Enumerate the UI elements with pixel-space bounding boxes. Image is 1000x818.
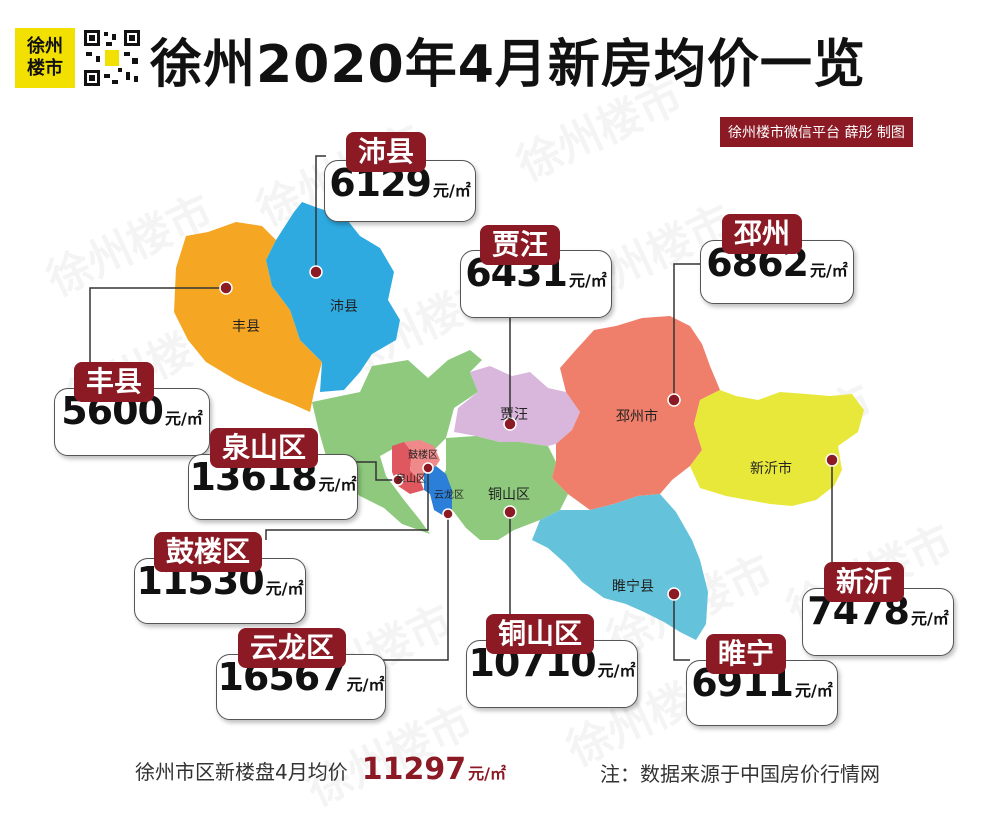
region-xinyi xyxy=(690,390,864,506)
region-jiawang xyxy=(454,366,580,446)
region-tag-gulou: 鼓楼区 xyxy=(154,532,263,572)
price-unit: 元/㎡ xyxy=(432,181,471,200)
region-tongshan xyxy=(438,436,568,540)
summary-unit: 元/㎡ xyxy=(468,764,506,783)
pin-xinyi xyxy=(825,453,839,467)
map-label-fengxian: 丰县 xyxy=(232,319,260,335)
credit-badge: 徐州楼市微信平台 薛彤 制图 xyxy=(720,117,913,147)
region-tag-pizhou: 邳州 xyxy=(722,214,803,254)
price-unit: 元/㎡ xyxy=(597,661,636,680)
region-pizhou xyxy=(552,316,720,510)
region-tag-tongshan: 铜山区 xyxy=(486,614,595,654)
region-tag-suining: 睢宁 xyxy=(706,634,787,674)
qr-code-icon xyxy=(82,28,142,88)
source-note: 注：数据来源于中国房价行情网 xyxy=(600,762,880,786)
leader-line-gulou xyxy=(265,468,429,540)
pin-yunlong xyxy=(442,508,454,520)
leader-line-quanshan xyxy=(356,461,398,481)
summary-label: 徐州市区新楼盘4月均价 xyxy=(135,760,348,784)
price-unit: 元/㎡ xyxy=(265,579,304,598)
leader-line-suining xyxy=(673,594,690,661)
logo-line-2: 楼市 xyxy=(27,58,63,79)
pin-suining xyxy=(667,587,681,601)
region-peixian xyxy=(266,202,400,392)
summary-price: 11297 xyxy=(361,752,467,787)
region-suining xyxy=(532,494,708,640)
pin-jiawang xyxy=(503,417,517,431)
region-fengxian xyxy=(174,222,322,412)
region-tag-jiawang: 贾汪 xyxy=(480,225,561,265)
map-label-suining: 睢宁县 xyxy=(612,579,654,595)
region-tag-peixian: 沛县 xyxy=(346,132,427,172)
map-label-pizhou: 邳州市 xyxy=(616,409,658,425)
pin-fengxian xyxy=(219,281,233,295)
price-unit: 元/㎡ xyxy=(346,675,385,694)
summary-line: 徐州市区新楼盘4月均价 11297 元/㎡ xyxy=(135,752,506,787)
price-unit: 元/㎡ xyxy=(318,475,357,494)
region-tag-fengxian: 丰县 xyxy=(74,362,155,402)
map-label-jiawang: 贾汪 xyxy=(500,407,528,423)
map-label-gulou: 鼓楼区 xyxy=(408,450,438,461)
leader-line-fengxian xyxy=(89,287,226,372)
pin-peixian xyxy=(309,265,323,279)
pin-pizhou xyxy=(667,393,681,407)
region-tag-quanshan: 泉山区 xyxy=(210,428,319,468)
price-unit: 元/㎡ xyxy=(910,609,949,628)
leader-line-pizhou xyxy=(673,263,702,400)
region-tag-yunlong: 云龙区 xyxy=(238,628,347,668)
price-unit: 元/㎡ xyxy=(164,409,203,428)
price-unit: 元/㎡ xyxy=(568,271,607,290)
page-title: 徐州2020年4月新房均价一览 xyxy=(150,35,866,95)
pin-tongshan xyxy=(503,505,517,519)
logo-line-1: 徐州 xyxy=(27,36,63,57)
leader-line-yunlong xyxy=(380,514,449,661)
leader-line-peixian xyxy=(315,155,326,272)
price-unit: 元/㎡ xyxy=(794,681,833,700)
pin-gulou xyxy=(422,462,434,474)
brand-logo: 徐州 楼市 xyxy=(15,28,75,88)
map-label-peixian: 沛县 xyxy=(330,299,358,315)
region-yunlong xyxy=(424,466,452,516)
map-label-tongshan: 铜山区 xyxy=(488,487,530,503)
price-unit: 元/㎡ xyxy=(809,261,848,280)
pin-quanshan xyxy=(392,474,404,486)
map-label-yunlong: 云龙区 xyxy=(434,490,464,501)
map-label-xinyi: 新沂市 xyxy=(750,461,792,477)
map-label-quanshan: 泉山区 xyxy=(396,474,426,485)
region-tag-xinyi: 新沂 xyxy=(824,562,905,602)
